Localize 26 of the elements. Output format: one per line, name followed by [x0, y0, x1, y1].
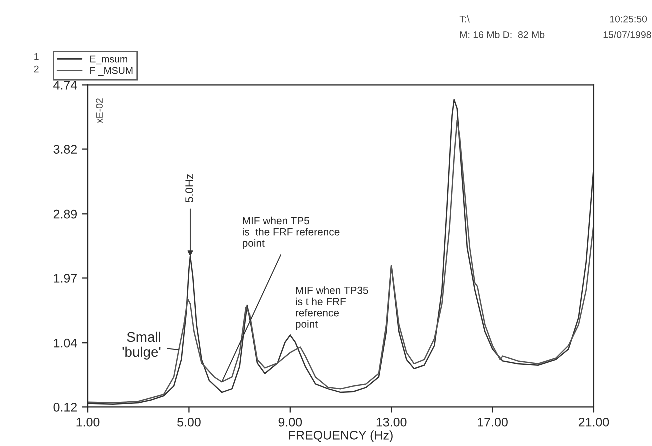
- text: M: 16 Mb D: 82 Mb: [460, 31, 545, 38]
- legend-label: E_msum: [90, 56, 128, 65]
- text: 1: [34, 53, 39, 60]
- text: T:\: [460, 16, 470, 23]
- y-tick-label: 1.97: [54, 274, 77, 283]
- text: 15/07/1998: [604, 31, 652, 38]
- legend-label: F _MSUM: [90, 67, 133, 76]
- y-tick-label: 2.89: [54, 210, 78, 219]
- x-tick-label: 9.00: [278, 418, 302, 427]
- x-tick-label: 21.00: [578, 418, 610, 427]
- text: 10:25:50: [610, 16, 648, 23]
- x-tick-label: 1.00: [76, 418, 100, 427]
- y-tick-label: 1.04: [54, 338, 78, 348]
- annotation: Small 'bulge': [122, 332, 161, 360]
- x-tick-label: 5.00: [178, 418, 201, 427]
- annotation: xE-02: [96, 98, 103, 124]
- x-tick-label: 13.00: [376, 418, 407, 427]
- x-tick-label: 17.00: [478, 418, 508, 427]
- y-tick-label: 4.74: [54, 81, 78, 90]
- annotation: MIF when TP5 is the FRF reference point: [243, 216, 340, 250]
- annotation: MIF when TP35 is t he FRF reference point: [296, 286, 368, 330]
- text: 2: [34, 66, 39, 73]
- y-tick-label: 3.82: [54, 145, 77, 154]
- y-tick-label: 0.12: [54, 403, 77, 412]
- x-axis-title: FREQUENCY (Hz): [289, 430, 393, 442]
- annotation: 5.0Hz: [186, 174, 194, 203]
